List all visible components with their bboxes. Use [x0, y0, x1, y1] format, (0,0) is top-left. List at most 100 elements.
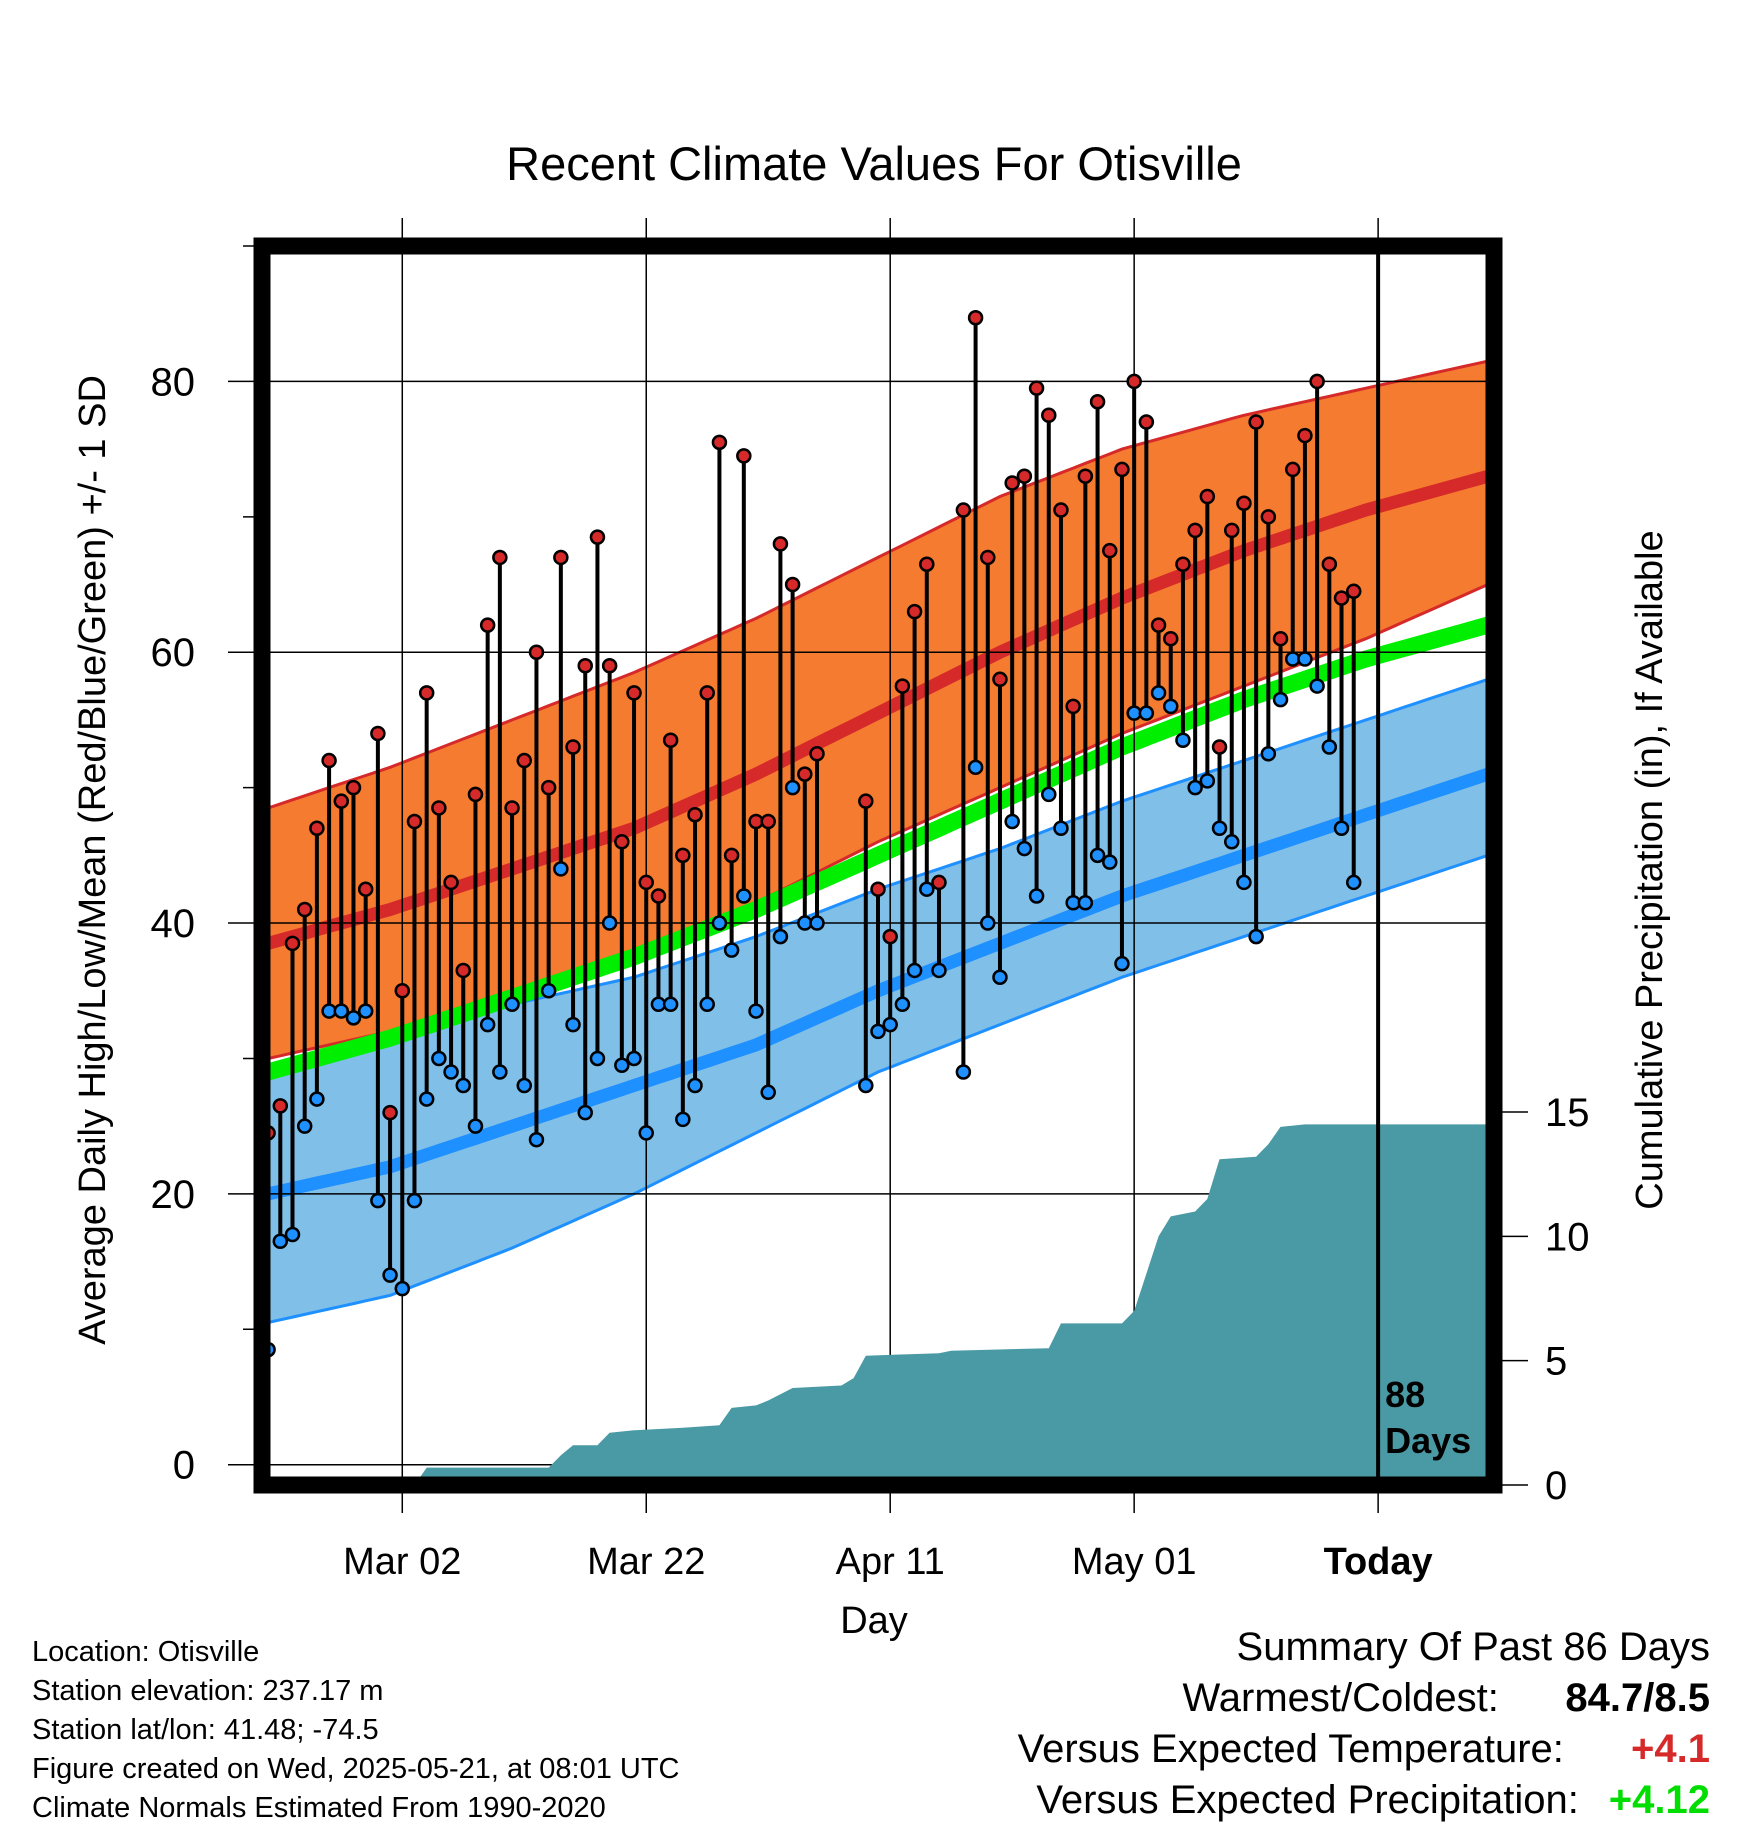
precipitation-label: Versus Expected Precipitation: [1036, 1778, 1579, 1822]
high-temp-point [370, 725, 386, 742]
high-temp-point [418, 685, 435, 701]
high-temp-point [980, 549, 996, 566]
high-temp-point [687, 806, 703, 823]
plot-frame [253, 237, 1503, 1494]
low-temp-point [394, 1280, 411, 1297]
high-temp-point [1223, 522, 1240, 539]
low-temp-point [540, 983, 557, 999]
high-temp-point [906, 603, 923, 620]
high-temp-point [309, 820, 325, 837]
x-tick-label: Mar 22 [587, 1541, 705, 1583]
low-temp-point [1223, 834, 1240, 850]
high-temp-point [1028, 380, 1045, 396]
low-temp-point [723, 942, 740, 958]
high-temp-point [1260, 509, 1277, 525]
temperature-value: +4.1 [1631, 1727, 1710, 1771]
chart-title: Recent Climate Values For Otisville [506, 137, 1242, 190]
footer-latlon: Station lat/lon: 41.48; -74.5 [32, 1714, 379, 1746]
high-temp-point [650, 888, 667, 904]
low-temp-point [370, 1192, 386, 1209]
high-temp-point [1272, 630, 1289, 647]
high-temp-point [1065, 698, 1081, 715]
high-temp-point [1114, 461, 1130, 478]
high-temp-point [931, 874, 947, 891]
high-temp-point [711, 434, 728, 451]
high-temp-point [1150, 617, 1167, 633]
x-tick-label: Apr 11 [836, 1541, 945, 1583]
low-temp-point [382, 1267, 398, 1283]
high-temp-point [431, 800, 447, 816]
low-temp-point [272, 1233, 289, 1250]
high-temp-point [1126, 373, 1142, 390]
low-temp-point [1187, 779, 1203, 796]
low-temp-point [418, 1091, 435, 1107]
y-tick-label: 0 [173, 1444, 195, 1488]
low-temp-point [1272, 691, 1289, 708]
high-temp-point [675, 847, 691, 864]
temperature-label: Versus Expected Temperature: [1017, 1727, 1564, 1771]
high-temp-point [492, 549, 508, 566]
y2-tick-label: 15 [1545, 1091, 1590, 1135]
summary-title: Summary Of Past 86 Days [1236, 1625, 1710, 1669]
high-temp-point [321, 752, 337, 769]
high-temp-point [1004, 475, 1020, 491]
low-temp-point [345, 1010, 362, 1026]
high-temp-point [357, 881, 374, 897]
low-temp-point [296, 1118, 313, 1134]
low-temp-point [906, 962, 923, 979]
y-tick-label: 40 [151, 902, 196, 946]
summary-temperature: Versus Expected Temperature: +4.1 [1018, 1729, 1710, 1769]
low-temp-point [1260, 746, 1277, 762]
today-annotation-line: 88 [1385, 1374, 1425, 1415]
high-temp-point [1199, 488, 1216, 505]
low-temp-point [1089, 847, 1106, 864]
low-temp-point [577, 1104, 593, 1121]
low-temp-point [894, 996, 911, 1013]
high-temp-point [1041, 407, 1057, 424]
high-temp-point [1138, 414, 1155, 430]
low-temp-point [1016, 840, 1033, 857]
high-temp-point [1236, 495, 1252, 512]
footer-created: Figure created on Wed, 2025-05-21, at 08… [32, 1753, 680, 1785]
low-temp-point [662, 996, 679, 1013]
high-temp-point [1321, 556, 1338, 572]
low-temp-point [1297, 651, 1313, 667]
high-temp-point [601, 658, 618, 674]
high-temp-point [784, 576, 801, 593]
high-temp-point [699, 685, 715, 701]
high-temp-point [870, 881, 886, 897]
low-temp-point [309, 1091, 325, 1107]
low-temp-point [992, 969, 1008, 985]
daily-observations [260, 310, 1362, 1358]
low-temp-point [1150, 685, 1167, 701]
low-temp-point [601, 915, 618, 931]
low-temp-point [516, 1077, 533, 1094]
high-temp-point [1309, 373, 1325, 390]
low-temp-point [1321, 739, 1338, 755]
high-temp-point [1077, 468, 1094, 484]
low-temp-point [589, 1050, 606, 1067]
low-temp-point [492, 1064, 508, 1080]
low-temp-point [1248, 928, 1264, 945]
low-temp-point [980, 915, 996, 931]
low-temp-point [638, 1125, 654, 1141]
low-temp-point [614, 1057, 630, 1073]
high-temp-point [565, 739, 581, 755]
high-temp-point [479, 617, 496, 633]
precipitation-cumulative-area [268, 1124, 1494, 1485]
low-temp-point [443, 1064, 459, 1080]
warmest-coldest-label: Warmest/Coldest: [1182, 1676, 1499, 1720]
high-temp-point [272, 1098, 289, 1114]
low-temp-point [1041, 786, 1057, 803]
low-temp-point [1333, 820, 1350, 837]
low-temp-point [699, 996, 715, 1013]
high-temp-point [662, 732, 679, 748]
summary-warmest-coldest: Warmest/Coldest: 84.7/8.5 [1183, 1678, 1711, 1718]
y-tick-label: 60 [151, 631, 196, 675]
y-tick-label: 20 [151, 1173, 196, 1217]
high-temp-point [1333, 590, 1350, 606]
high-temp-point [455, 962, 472, 979]
low-temp-point [565, 1016, 581, 1033]
low-temp-point [553, 861, 569, 877]
warmest-coldest-value: 84.7/8.5 [1565, 1676, 1710, 1720]
